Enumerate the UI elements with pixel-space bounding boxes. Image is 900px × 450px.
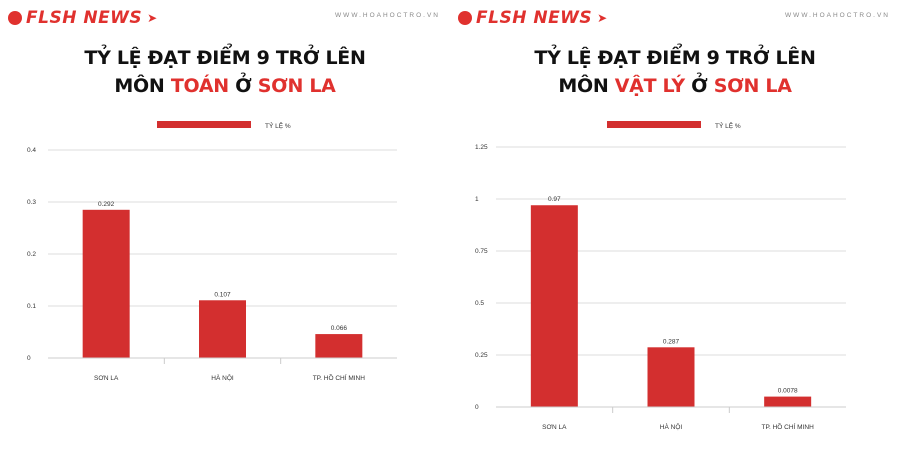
chart-title: TỶ LỆ ĐẠT ĐIỂM 9 TRỞ LÊN MÔN TOÁN Ở SƠN … <box>0 44 450 100</box>
y-tick-label: 0.25 <box>475 352 488 359</box>
hoa-hoc-tro-badge-icon <box>8 11 22 25</box>
y-tick-label: 0.3 <box>27 199 36 206</box>
y-tick-label: 0.75 <box>475 248 488 255</box>
y-tick-label: 0.1 <box>27 303 36 310</box>
title-subject: VẬT LÝ <box>614 75 685 97</box>
x-tick-label: TP. HỒ CHÍ MINH <box>313 372 366 382</box>
title-line-1: TỶ LỆ ĐẠT ĐIỂM 9 TRỞ LÊN <box>534 47 816 69</box>
chart-panel-physics: FLSH NEWS ➤ WWW.HOAHOCTRO.VN TỶ LỆ ĐẠT Đ… <box>450 0 900 450</box>
x-tick-label: TP. HỒ CHÍ MINH <box>762 421 815 431</box>
bar <box>82 209 130 358</box>
title-line-2: MÔN TOÁN Ở SƠN LA <box>0 72 450 100</box>
title-connector: Ở <box>228 75 258 97</box>
x-tick-label: SƠN LA <box>94 375 119 382</box>
y-tick-label: 0 <box>27 355 31 362</box>
brand-name: FLSH NEWS <box>26 8 143 28</box>
x-tick-label: HÀ NỘI <box>211 373 234 382</box>
title-line-2: MÔN VẬT LÝ Ở SƠN LA <box>450 72 900 100</box>
legend-label: TỶ LỆ % <box>715 121 741 130</box>
arrow-icon: ➤ <box>597 11 608 25</box>
title-place: SƠN LA <box>257 75 336 97</box>
y-tick-label: 0 <box>475 404 479 411</box>
brand-logo[interactable]: FLSH NEWS ➤ <box>458 8 607 28</box>
bar-chart-physics: TỶ LỆ % 0 0.25 0.5 0.75 1 1.25 0.97 SƠN LA 0.287 H… <box>475 121 846 431</box>
data-label: 0.0078 <box>778 388 798 395</box>
data-label: 0.107 <box>214 291 231 298</box>
title-line-1: TỶ LỆ ĐẠT ĐIỂM 9 TRỞ LÊN <box>84 47 366 69</box>
y-tick-label: 0.4 <box>27 147 36 154</box>
data-label: 0.97 <box>548 196 561 203</box>
chart-panel-math: FLSH NEWS ➤ WWW.HOAHOCTRO.VN TỶ LỆ ĐẠT Đ… <box>0 8 450 382</box>
data-label: 0.066 <box>331 325 348 332</box>
bar <box>764 396 812 407</box>
brand-name: FLSH NEWS <box>476 8 593 28</box>
arrow-icon: ➤ <box>147 11 158 25</box>
data-label: 0.292 <box>98 201 115 208</box>
site-url: WWW.HOAHOCTRO.VN <box>335 12 440 19</box>
y-tick-label: 1.25 <box>475 144 488 151</box>
bar <box>315 334 363 358</box>
y-tick-label: 1 <box>475 196 479 203</box>
legend-label: TỶ LỆ % <box>265 121 291 130</box>
title-connector: Ở <box>684 75 714 97</box>
bar <box>199 300 246 358</box>
chart-title: TỶ LỆ ĐẠT ĐIỂM 9 TRỞ LÊN MÔN VẬT LÝ Ở SƠ… <box>450 44 900 100</box>
y-tick-label: 0.5 <box>475 300 484 307</box>
legend-swatch <box>157 121 251 128</box>
title-subject: TOÁN <box>170 75 229 97</box>
brand-logo[interactable]: FLSH NEWS ➤ <box>8 8 157 28</box>
bar-chart-math: TỶ LỆ % 0 0.1 0.2 0.3 0.4 0.292 SƠN LA 0.107 HÀ N… <box>27 121 397 382</box>
bar <box>530 205 578 407</box>
site-url: WWW.HOAHOCTRO.VN <box>785 12 890 19</box>
hoa-hoc-tro-badge-icon <box>458 11 472 25</box>
bar <box>647 347 695 407</box>
x-tick-label: HÀ NỘI <box>660 422 683 431</box>
title-place: SƠN LA <box>713 75 792 97</box>
data-label: 0.287 <box>663 338 680 345</box>
legend-swatch <box>607 121 701 128</box>
y-tick-label: 0.2 <box>27 251 36 258</box>
title-prefix: MÔN <box>558 75 615 97</box>
x-tick-label: SƠN LA <box>542 424 567 431</box>
title-prefix: MÔN <box>114 75 171 97</box>
